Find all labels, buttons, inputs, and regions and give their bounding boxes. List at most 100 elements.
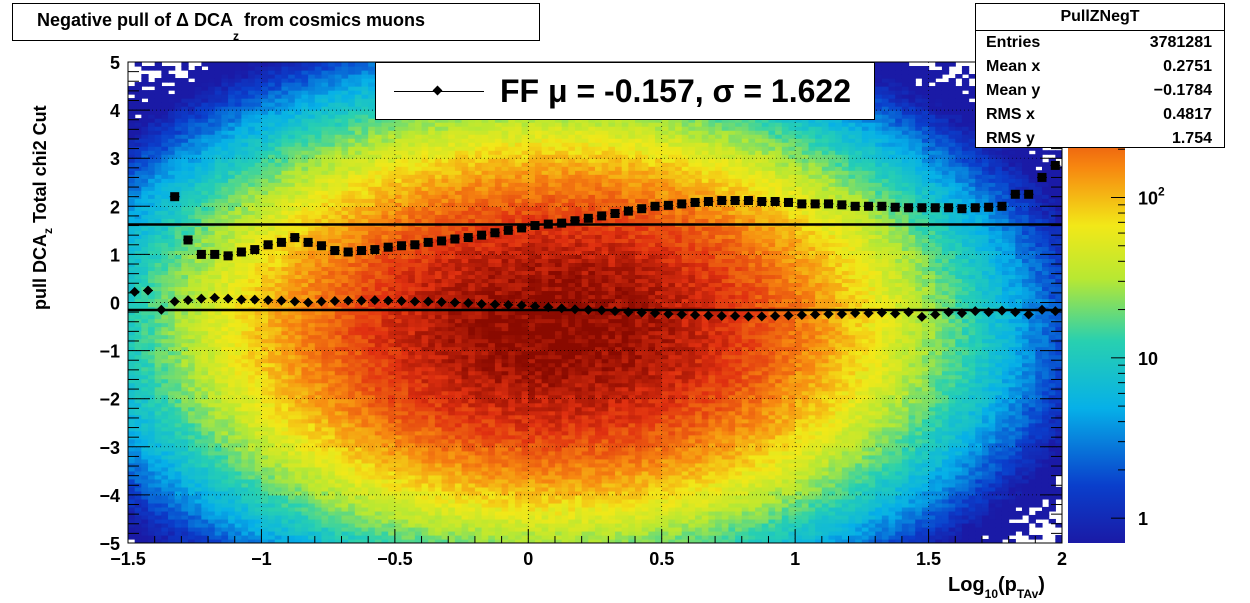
heatmap-cell <box>194 406 202 412</box>
heatmap-cell <box>288 414 296 420</box>
heatmap-cell <box>354 486 363 492</box>
heatmap-cell <box>274 218 283 223</box>
heatmap-cell <box>294 362 303 368</box>
heatmap-cell <box>234 238 243 243</box>
heatmap-cell <box>281 454 289 460</box>
heatmap-cell <box>241 154 249 159</box>
heatmap-cell <box>201 102 209 107</box>
heatmap-cell <box>381 414 389 420</box>
heatmap-cell <box>361 186 369 191</box>
heatmap-cell <box>168 142 176 147</box>
heatmap-cell <box>181 146 189 151</box>
heatmap-cell <box>154 90 162 95</box>
heatmap-cell <box>134 514 142 520</box>
heatmap-cell <box>194 362 202 368</box>
heatmap-cell <box>148 294 156 300</box>
heatmap-cell <box>141 66 149 71</box>
heatmap-cell <box>354 242 363 247</box>
heatmap-cell <box>328 358 336 364</box>
heatmap-cell <box>261 338 269 344</box>
heatmap-cell <box>234 162 243 167</box>
heatmap-cell <box>194 506 202 512</box>
heatmap-cell <box>301 290 309 296</box>
heatmap-cell <box>141 338 149 344</box>
heatmap-cell <box>388 142 396 147</box>
heatmap-cell <box>208 242 216 247</box>
heatmap-cell <box>388 494 396 500</box>
heatmap-cell <box>241 410 249 416</box>
heatmap-cell <box>288 142 296 147</box>
heatmap-cell <box>248 466 256 472</box>
heatmap-cell <box>368 238 376 243</box>
heatmap-cell <box>374 386 383 392</box>
heatmap-cell <box>154 318 162 324</box>
heatmap-cell <box>134 162 142 167</box>
heatmap-cell <box>168 342 176 348</box>
heatmap-cell <box>248 142 256 147</box>
heatmap-cell <box>321 358 329 364</box>
heatmap-cell <box>314 74 323 79</box>
heatmap-cell <box>268 474 276 480</box>
heatmap-cell <box>394 218 403 223</box>
heatmap-cell <box>208 526 216 532</box>
heatmap-cell <box>194 190 202 195</box>
heatmap-cell <box>354 334 363 340</box>
heatmap-cell <box>254 158 263 163</box>
heatmap-cell <box>334 62 343 67</box>
heatmap-cell <box>268 78 276 83</box>
heatmap-cell <box>314 426 323 432</box>
heatmap-cell <box>354 130 363 135</box>
heatmap-cell <box>361 506 369 512</box>
heatmap-cell <box>201 406 209 412</box>
heatmap-cell <box>294 114 303 119</box>
heatmap-cell <box>334 538 343 543</box>
heatmap-cell <box>341 126 349 131</box>
heatmap-cell <box>241 190 249 195</box>
heatmap-cell <box>221 230 229 235</box>
heatmap-cell <box>241 318 249 324</box>
heatmap-cell <box>401 314 409 320</box>
heatmap-cell <box>401 226 409 231</box>
heatmap-cell <box>148 514 156 520</box>
heatmap-cell <box>134 406 142 412</box>
heatmap-cell <box>194 378 202 384</box>
heatmap-cell <box>321 430 329 436</box>
heatmap-cell <box>261 230 269 235</box>
heatmap-cell <box>154 170 162 175</box>
heatmap-cell <box>361 66 369 71</box>
heatmap-cell <box>248 242 256 247</box>
heatmap-cell <box>141 158 149 163</box>
heatmap-cell <box>381 290 389 296</box>
heatmap-cell <box>274 150 283 155</box>
heatmap-cell <box>294 410 303 416</box>
heatmap-cell <box>208 322 216 328</box>
heatmap-cell <box>241 274 249 280</box>
heatmap-cell <box>361 522 369 528</box>
heatmap-cell <box>374 514 383 520</box>
heatmap-cell <box>388 118 396 123</box>
heatmap-cell <box>361 154 369 159</box>
heatmap-cell <box>201 310 209 316</box>
heatmap-cell <box>308 74 316 79</box>
heatmap-cell <box>328 454 336 460</box>
heatmap-cell <box>254 370 263 376</box>
heatmap-cell <box>148 162 156 167</box>
heatmap-cell <box>401 406 409 412</box>
heatmap-cell <box>341 390 349 396</box>
heatmap-cell <box>401 162 409 167</box>
heatmap-cell <box>148 342 156 348</box>
heatmap-cell <box>361 430 369 436</box>
heatmap-cell <box>241 486 249 492</box>
heatmap-cell <box>308 502 316 508</box>
heatmap-cell <box>201 322 209 328</box>
heatmap-cell <box>394 530 403 536</box>
heatmap-cell <box>374 470 383 476</box>
heatmap-cell <box>221 318 229 324</box>
heatmap-cell <box>188 162 196 167</box>
heatmap-cell <box>268 466 276 472</box>
heatmap-cell <box>234 178 243 183</box>
heatmap-cell <box>154 534 162 540</box>
heatmap-cell <box>334 134 343 139</box>
heatmap-cell <box>154 458 162 464</box>
heatmap-cell <box>154 274 162 280</box>
